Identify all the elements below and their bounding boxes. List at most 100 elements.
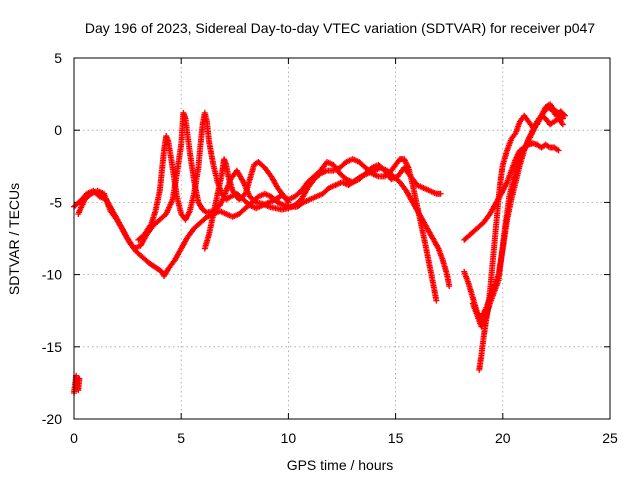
scatter-segment bbox=[255, 191, 267, 200]
axis-ticks: 0 5 10 15 20 25 5 0 -5 -10 -15 -20 bbox=[42, 50, 618, 446]
scatter-segment bbox=[139, 254, 151, 265]
scatter-segment bbox=[324, 159, 335, 168]
scatter-segment bbox=[512, 120, 523, 137]
scatter-segment bbox=[343, 156, 355, 165]
scatter-segment bbox=[375, 161, 387, 173]
scatter-segment bbox=[77, 191, 89, 204]
scatter-segment bbox=[206, 212, 216, 238]
scatter-segment bbox=[362, 165, 374, 177]
scatter-segment bbox=[210, 192, 221, 217]
scatter-segment bbox=[512, 163, 523, 186]
scatter-segment bbox=[186, 192, 197, 215]
scatter-segment bbox=[173, 143, 184, 177]
scatter-segment bbox=[304, 177, 317, 191]
x-tick-label: 0 bbox=[70, 430, 78, 446]
scatter-segment bbox=[169, 164, 180, 198]
scatter-segment bbox=[495, 178, 504, 203]
scatter-segment bbox=[426, 264, 437, 291]
scatter-segment bbox=[229, 211, 241, 220]
scatter-segment bbox=[261, 190, 273, 199]
scatter-segment bbox=[255, 159, 267, 170]
scatter-segment bbox=[161, 267, 171, 279]
scatter-segment bbox=[529, 120, 540, 134]
scatter-segment bbox=[403, 187, 415, 204]
scatter-segment bbox=[165, 258, 177, 272]
scatter-segment bbox=[420, 185, 432, 194]
scatter-segment bbox=[336, 160, 348, 171]
scatter-point bbox=[285, 199, 292, 206]
x-tick-label: 25 bbox=[602, 430, 618, 446]
scatter-segment bbox=[191, 220, 203, 232]
scatter-segment bbox=[240, 196, 252, 208]
y-axis-label: SDTVAR / TECUs bbox=[6, 183, 22, 295]
scatter-segment bbox=[486, 200, 499, 217]
scatter-segment bbox=[246, 202, 258, 211]
scatter-segment bbox=[266, 197, 277, 206]
x-tick-label: 20 bbox=[495, 430, 511, 446]
scatter-segment bbox=[158, 268, 167, 278]
scatter-segment bbox=[311, 168, 323, 180]
scatter-segment bbox=[478, 336, 487, 359]
scatter-segment bbox=[551, 116, 561, 125]
scatter-segment bbox=[381, 167, 394, 181]
scatter-segment bbox=[504, 198, 514, 223]
scatter-segment bbox=[476, 354, 485, 373]
scatter-point bbox=[437, 190, 444, 197]
scatter-segment bbox=[298, 180, 310, 194]
y-tick-label: -5 bbox=[50, 194, 63, 210]
x-tick-label: 5 bbox=[177, 430, 185, 446]
scatter-segment bbox=[499, 180, 510, 194]
scatter-point bbox=[559, 121, 566, 128]
scatter-segment bbox=[223, 211, 234, 220]
scatter-segment bbox=[135, 232, 147, 243]
scatter-segment bbox=[163, 198, 175, 217]
scatter-segment bbox=[474, 220, 486, 232]
scatter-segment bbox=[388, 174, 400, 183]
scatter-segment bbox=[497, 163, 506, 183]
x-axis-label: GPS time / hours bbox=[287, 457, 394, 473]
scatter-segment bbox=[478, 316, 488, 330]
scatter-segment bbox=[512, 148, 523, 163]
y-tick-label: 5 bbox=[54, 50, 62, 66]
scatter-segment bbox=[94, 187, 106, 196]
scatter-segment bbox=[101, 190, 113, 213]
scatter-segment bbox=[555, 115, 565, 126]
scatter-segment bbox=[186, 148, 197, 182]
scatter-segment bbox=[491, 221, 500, 249]
scatter-segment bbox=[493, 198, 502, 226]
scatter-segment bbox=[146, 260, 158, 270]
plot-frame bbox=[73, 57, 611, 420]
scatter-segment bbox=[534, 141, 543, 150]
scatter-segment bbox=[343, 176, 355, 185]
scatter-segment bbox=[201, 232, 212, 252]
scatter-segment bbox=[206, 138, 217, 167]
scatter-segment bbox=[184, 226, 196, 241]
scatter-segment bbox=[431, 286, 439, 302]
scatter-segment bbox=[259, 200, 271, 209]
scatter-segment bbox=[392, 157, 402, 168]
grid bbox=[74, 58, 610, 419]
scatter-point bbox=[446, 283, 453, 290]
scatter-segment bbox=[478, 307, 488, 321]
scatter-segment bbox=[480, 212, 492, 226]
scatter-segment bbox=[349, 156, 361, 165]
scatter-segment bbox=[409, 199, 422, 216]
scatter-segment bbox=[439, 257, 450, 276]
scatter-point bbox=[76, 375, 83, 382]
scatter-segment bbox=[465, 280, 476, 300]
scatter-segment bbox=[113, 216, 126, 233]
scatter-segment bbox=[508, 180, 519, 203]
y-tick-label: 0 bbox=[54, 122, 62, 138]
scatter-point bbox=[433, 297, 440, 304]
scatter-segment bbox=[182, 209, 193, 223]
scatter-segment bbox=[499, 218, 510, 252]
scatter-segment bbox=[88, 188, 99, 197]
scatter-segment bbox=[107, 208, 119, 222]
scatter-segment bbox=[191, 166, 202, 197]
scatter-segment bbox=[426, 187, 438, 196]
scatter-segment bbox=[508, 131, 518, 142]
scatter-segment bbox=[300, 197, 312, 206]
scatter-segment bbox=[223, 194, 233, 203]
scatter-segment bbox=[538, 112, 548, 121]
